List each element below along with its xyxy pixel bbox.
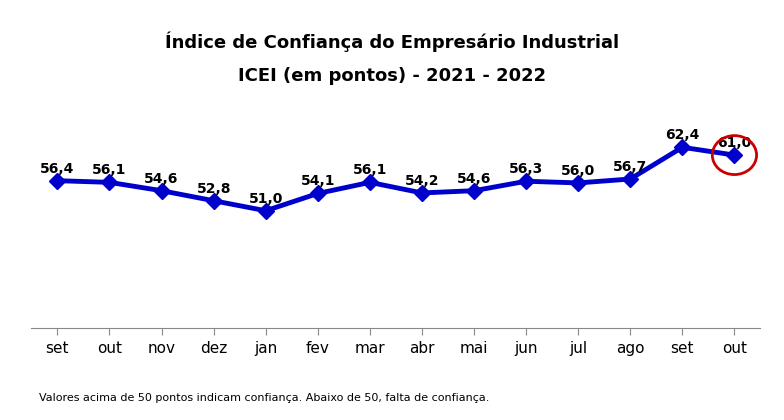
Text: Valores acima de 50 pontos indicam confiança. Abaixo de 50, falta de confiança.: Valores acima de 50 pontos indicam confi… xyxy=(39,393,489,403)
Text: 54,2: 54,2 xyxy=(405,174,439,188)
Text: ICEI (em pontos) - 2021 - 2022: ICEI (em pontos) - 2021 - 2022 xyxy=(238,67,546,84)
Text: 51,0: 51,0 xyxy=(249,192,283,206)
Text: 54,6: 54,6 xyxy=(457,172,492,186)
Text: 56,0: 56,0 xyxy=(561,164,595,178)
Text: 62,4: 62,4 xyxy=(665,128,699,142)
Text: 61,0: 61,0 xyxy=(717,136,752,150)
Text: Índice de Confiança do Empresário Industrial: Índice de Confiança do Empresário Indust… xyxy=(165,32,619,52)
Text: 56,1: 56,1 xyxy=(93,163,127,177)
Text: 54,1: 54,1 xyxy=(300,174,335,189)
Text: 54,6: 54,6 xyxy=(144,172,179,186)
Text: 56,3: 56,3 xyxy=(509,162,543,176)
Text: 56,7: 56,7 xyxy=(613,160,648,174)
Text: 52,8: 52,8 xyxy=(196,182,231,196)
Text: 56,4: 56,4 xyxy=(40,162,74,176)
Text: 56,1: 56,1 xyxy=(353,163,387,177)
